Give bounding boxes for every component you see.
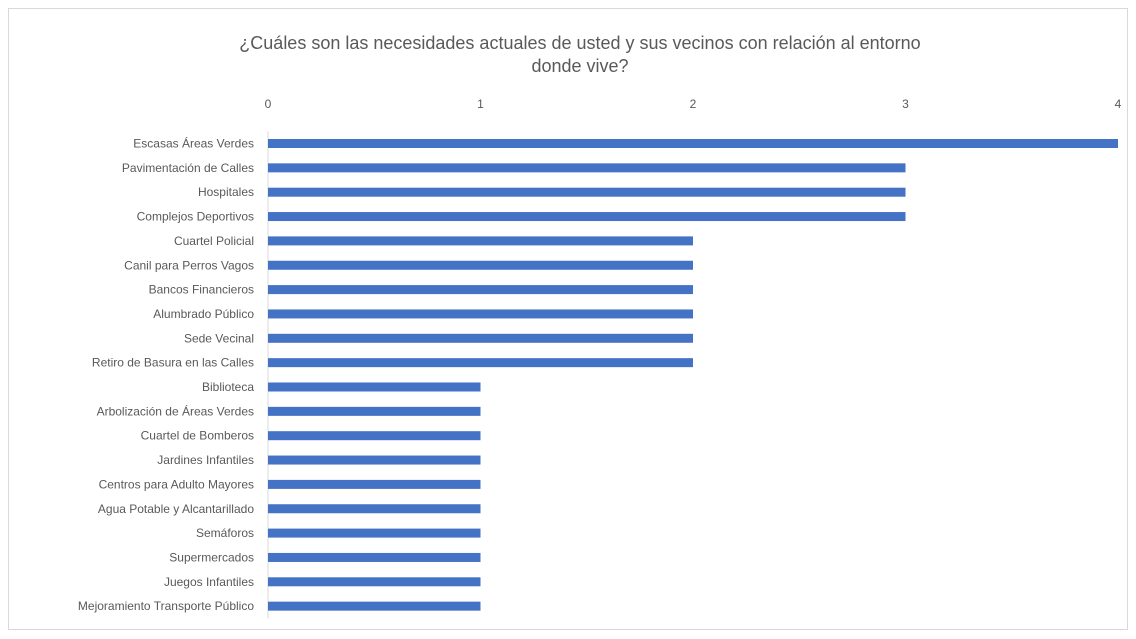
bar bbox=[268, 431, 481, 441]
bar bbox=[268, 358, 693, 368]
category-label: Arbolización de Áreas Verdes bbox=[97, 403, 254, 418]
x-tick-label: 1 bbox=[477, 97, 484, 111]
x-tick-label: 2 bbox=[690, 97, 697, 111]
bar bbox=[268, 577, 481, 587]
bar bbox=[268, 333, 693, 343]
category-label: Hospitales bbox=[198, 185, 254, 199]
bar bbox=[268, 406, 481, 416]
category-label: Cuartel de Bomberos bbox=[141, 429, 254, 443]
bar bbox=[268, 601, 481, 611]
x-tick-label: 0 bbox=[265, 97, 272, 111]
category-label: Retiro de Basura en las Calles bbox=[92, 356, 254, 370]
bar bbox=[268, 504, 481, 514]
category-label: Mejoramiento Transporte Público bbox=[78, 599, 254, 613]
category-label: Bancos Financieros bbox=[149, 283, 254, 297]
bar bbox=[268, 163, 906, 173]
x-tick-label: 4 bbox=[1115, 97, 1122, 111]
category-label: Alumbrado Público bbox=[153, 307, 254, 321]
bar bbox=[268, 479, 481, 489]
category-label: Escasas Áreas Verdes bbox=[133, 136, 254, 151]
bar bbox=[268, 552, 481, 562]
category-label: Canil para Perros Vagos bbox=[124, 258, 254, 272]
category-label: Sede Vecinal bbox=[184, 331, 254, 345]
category-label: Cuartel Policial bbox=[174, 234, 254, 248]
bar bbox=[268, 528, 481, 538]
bars bbox=[268, 139, 1118, 611]
bar bbox=[268, 309, 693, 319]
bar bbox=[268, 212, 906, 222]
category-label: Complejos Deportivos bbox=[137, 210, 254, 224]
bar bbox=[268, 236, 693, 246]
category-label: Jardines Infantiles bbox=[157, 453, 254, 467]
category-label: Semáforos bbox=[196, 526, 254, 540]
bar bbox=[268, 285, 693, 295]
category-label: Pavimentación de Calles bbox=[122, 161, 254, 175]
bar bbox=[268, 139, 1118, 148]
chart-frame bbox=[8, 8, 1128, 630]
category-label: Agua Potable y Alcantarillado bbox=[98, 502, 254, 516]
x-axis-ticks: 0 1 2 3 4 bbox=[265, 97, 1122, 111]
category-label: Centros para Adulto Mayores bbox=[99, 477, 254, 491]
category-label: Biblioteca bbox=[202, 380, 254, 394]
chart-title: ¿Cuáles son las necesidades actuales de … bbox=[239, 33, 921, 76]
bar bbox=[268, 382, 481, 392]
category-labels: Escasas Áreas Verdes Pavimentación de Cal… bbox=[78, 136, 254, 614]
category-label: Juegos Infantiles bbox=[164, 575, 254, 589]
bar bbox=[268, 187, 906, 197]
category-label: Supermercados bbox=[169, 550, 254, 564]
bar bbox=[268, 455, 481, 465]
x-tick-label: 3 bbox=[902, 97, 909, 111]
bar bbox=[268, 260, 693, 270]
